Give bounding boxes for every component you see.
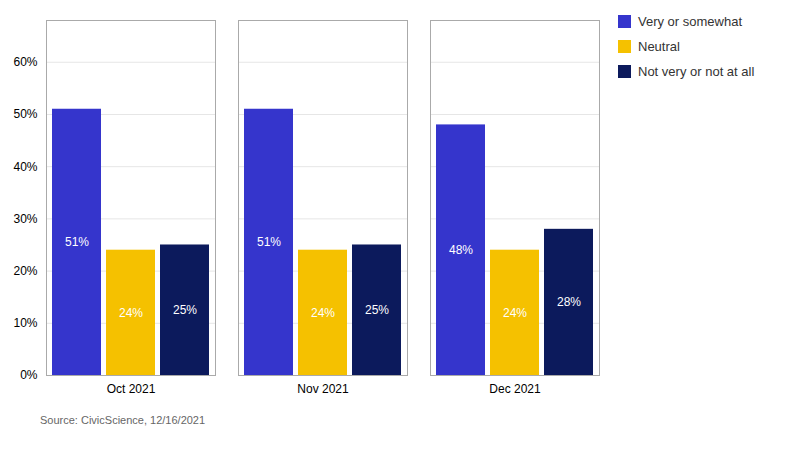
- svg-text:20%: 20%: [13, 264, 37, 278]
- svg-text:50%: 50%: [13, 107, 37, 121]
- svg-text:28%: 28%: [557, 295, 581, 309]
- svg-text:Nov 2021: Nov 2021: [297, 382, 349, 396]
- svg-text:40%: 40%: [13, 160, 37, 174]
- svg-text:0%: 0%: [20, 368, 38, 382]
- svg-text:Dec 2021: Dec 2021: [489, 382, 541, 396]
- html-text:Very or somewhat: Very or somewhat: [638, 14, 742, 29]
- svg-text:48%: 48%: [449, 243, 473, 257]
- html-text:Neutral: Neutral: [638, 39, 680, 54]
- svg-text:51%: 51%: [65, 235, 89, 249]
- html-text:Source: CivicScience, 12/16/20: Source: CivicScience, 12/16/2021: [40, 414, 206, 426]
- svg-text:30%: 30%: [13, 212, 37, 226]
- svg-text:25%: 25%: [365, 303, 389, 317]
- svg-text:24%: 24%: [311, 306, 335, 320]
- svg-text:Oct 2021: Oct 2021: [107, 382, 156, 396]
- svg-text:51%: 51%: [257, 235, 281, 249]
- svg-text:25%: 25%: [173, 303, 197, 317]
- svg-text:24%: 24%: [119, 306, 143, 320]
- html-text:Not very or not at all: Not very or not at all: [638, 64, 755, 79]
- svg-text:60%: 60%: [13, 55, 37, 69]
- svg-text:24%: 24%: [503, 306, 527, 320]
- svg-text:10%: 10%: [13, 316, 37, 330]
